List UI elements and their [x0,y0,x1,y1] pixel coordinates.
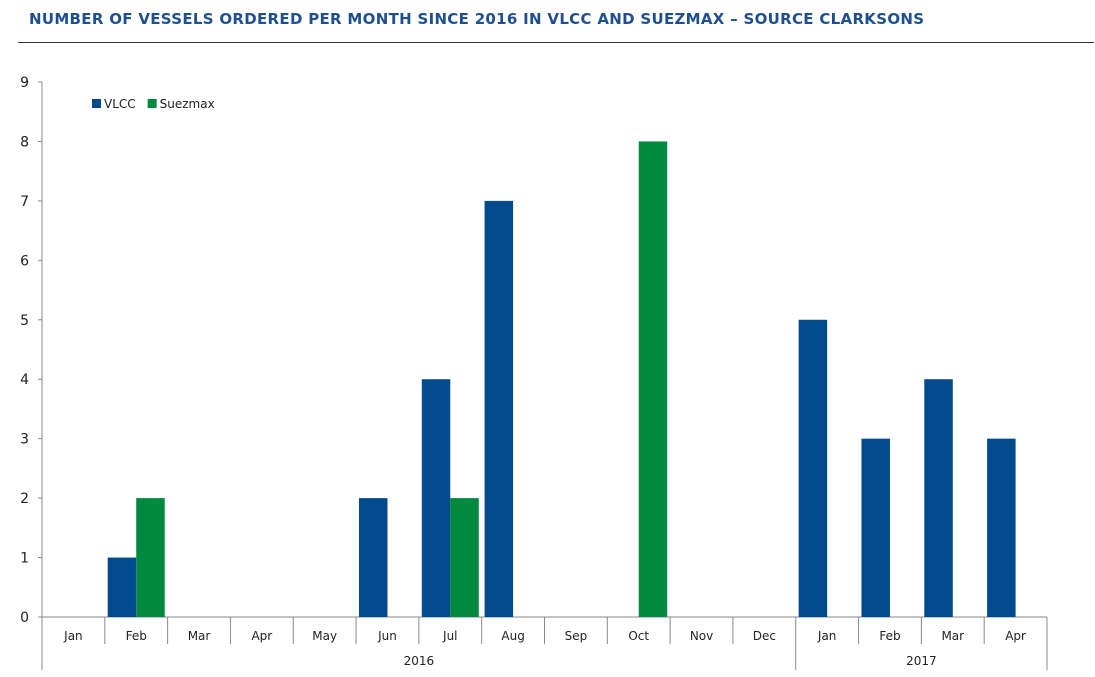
x-tick-label: Jan [817,629,837,643]
y-tick-label: 0 [20,610,29,626]
y-tick-label: 6 [20,253,29,269]
legend-swatch-suezmax [147,99,157,108]
x-tick-label: Oct [628,629,649,643]
x-tick-label: Apr [1005,629,1026,643]
group-label: 2017 [906,654,937,668]
x-tick-label: Mar [188,629,211,643]
chart-title: NUMBER OF VESSELS ORDERED PER MONTH SINC… [29,10,925,28]
legend-label-vlcc: VLCC [104,97,136,111]
y-tick-label: 1 [20,551,29,567]
bar-vlcc-5 [358,498,388,617]
y-tick-label: 2 [20,491,29,507]
x-tick-label: Sep [565,629,588,643]
x-tick-label: Apr [251,629,272,643]
bar-suezmax-6 [450,498,479,617]
x-tick-label: Jun [377,629,397,643]
bar-vlcc-15 [987,438,1016,617]
bar-vlcc-14 [924,379,953,617]
bar-vlcc-13 [861,438,890,617]
y-tick-label: 4 [20,372,29,388]
x-tick-label: Nov [690,629,713,643]
x-tick-label: Aug [501,629,524,643]
y-tick-label: 3 [20,432,29,448]
x-tick-label: May [312,629,337,643]
axes: 0 1 2 3 4 5 6 7 8 9 Jan Feb Mar Apr May Jun Jul Aug Sep Oct… [20,75,1048,670]
y-tick-label: 9 [20,75,29,91]
bar-vlcc-7 [484,200,514,617]
x-tick-label: Feb [126,629,147,643]
legend-label-suezmax: Suezmax [160,97,215,111]
bar-suezmax-1 [136,498,165,617]
title-divider [18,42,1094,43]
x-tick-label: Jul [442,629,457,643]
y-tick-label: 7 [20,194,29,210]
bar-vlcc-12 [798,319,828,617]
group-label: 2016 [404,654,435,668]
bar-vlcc-1 [107,557,137,617]
x-tick-label: Mar [941,629,964,643]
bars [107,141,1016,617]
legend: VLCC Suezmax [92,97,215,111]
x-tick-label: Dec [753,629,776,643]
y-tick-label: 8 [20,134,29,150]
bar-vlcc-6 [421,379,451,617]
y-tick-label: 5 [20,313,29,329]
x-tick-label: Feb [879,629,900,643]
legend-swatch-vlcc [92,99,101,108]
x-tick-label: Jan [63,629,83,643]
bar-suezmax-9 [638,141,668,617]
